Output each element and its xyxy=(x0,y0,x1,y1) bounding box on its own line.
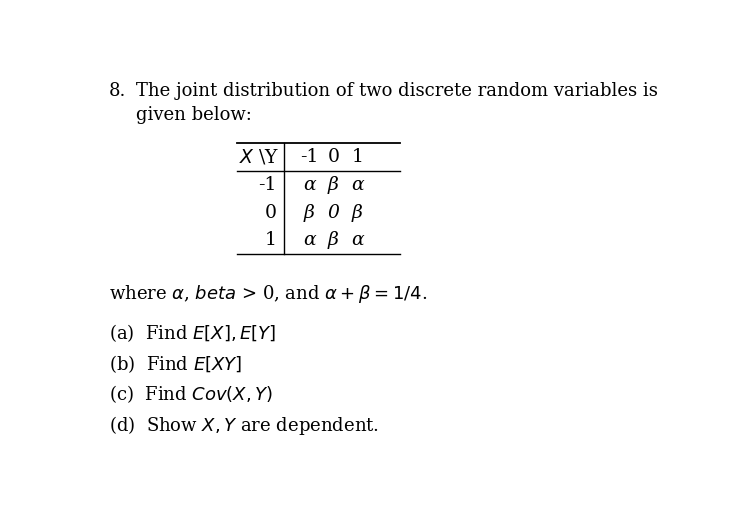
Text: given below:: given below: xyxy=(136,106,251,124)
Text: 0: 0 xyxy=(264,204,277,222)
Text: (a)  Find $E[X], E[Y]$: (a) Find $E[X], E[Y]$ xyxy=(109,322,276,344)
Text: 0: 0 xyxy=(327,148,339,166)
Text: (d)  Show $X, Y$ are dependent.: (d) Show $X, Y$ are dependent. xyxy=(109,414,379,437)
Text: -1: -1 xyxy=(300,148,319,166)
Text: (c)  Find $\mathit{Cov}(X, Y)$: (c) Find $\mathit{Cov}(X, Y)$ xyxy=(109,383,273,406)
Text: -1: -1 xyxy=(258,176,277,194)
Text: (b)  Find $E[XY]$: (b) Find $E[XY]$ xyxy=(109,353,242,375)
Text: α: α xyxy=(351,176,364,194)
Text: The joint distribution of two discrete random variables is: The joint distribution of two discrete r… xyxy=(136,82,658,100)
Text: 1: 1 xyxy=(351,148,363,166)
Text: α: α xyxy=(351,231,364,249)
Text: 8.: 8. xyxy=(109,82,126,100)
Text: $X$ \Y: $X$ \Y xyxy=(239,148,279,167)
Text: β: β xyxy=(328,176,339,194)
Text: β: β xyxy=(352,204,363,222)
Text: α: α xyxy=(303,231,316,249)
Text: where $\alpha$, $\mathit{beta}$ > 0, and $\alpha + \beta = 1/4$.: where $\alpha$, $\mathit{beta}$ > 0, and… xyxy=(109,283,427,305)
Text: β: β xyxy=(328,231,339,249)
Text: β: β xyxy=(304,204,315,222)
Text: α: α xyxy=(303,176,316,194)
Text: 0: 0 xyxy=(327,204,339,222)
Text: 1: 1 xyxy=(265,231,277,249)
